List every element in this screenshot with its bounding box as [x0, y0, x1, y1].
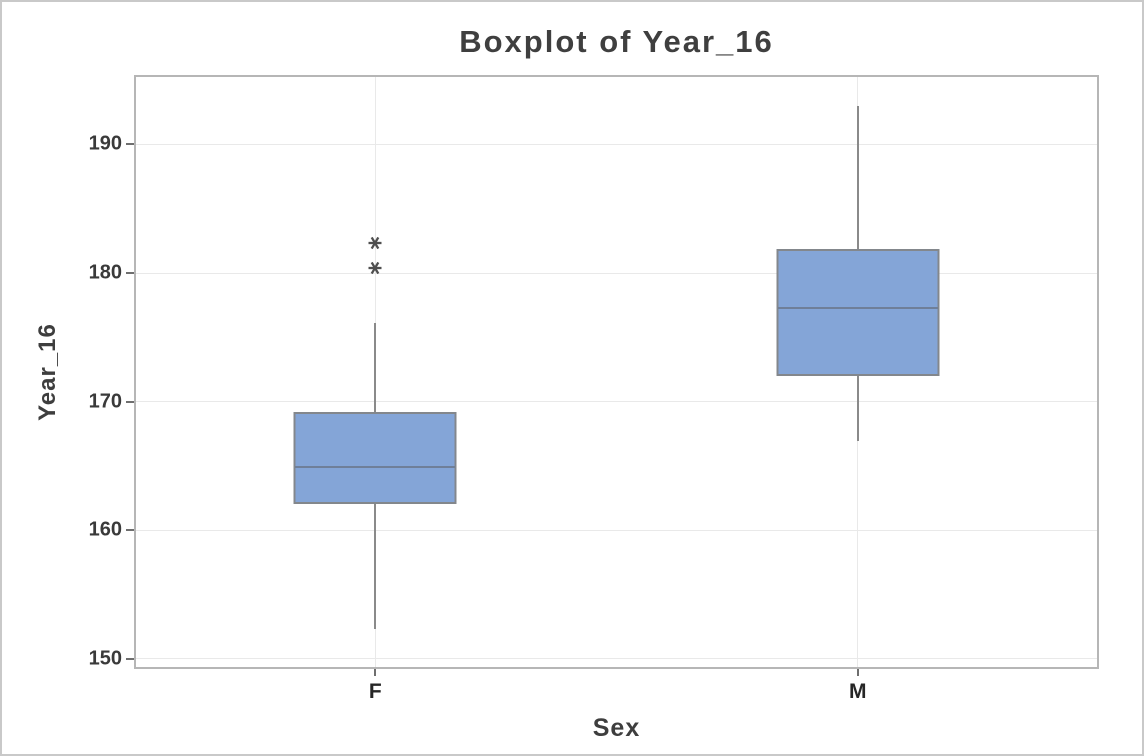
- x-tick-label: F: [368, 680, 382, 703]
- plot-frame: [134, 75, 1099, 669]
- y-tick-label: 160: [88, 518, 122, 541]
- h-gridline: [134, 143, 1099, 145]
- chart-title: Boxplot of Year_16: [459, 24, 774, 59]
- x-tick-mark: [856, 669, 859, 676]
- y-tick-mark: [126, 529, 134, 532]
- y-axis-title: Year_16: [34, 323, 61, 421]
- h-gridline: [134, 401, 1099, 403]
- x-axis-title: Sex: [592, 714, 641, 742]
- outlier-asterisk-icon: [368, 260, 383, 275]
- h-gridline: [134, 658, 1099, 660]
- y-tick-label: 190: [88, 132, 122, 155]
- y-tick-label: 170: [88, 390, 122, 413]
- h-gridline: [134, 272, 1099, 274]
- y-tick-mark: [126, 143, 134, 146]
- y-tick-mark: [126, 657, 134, 660]
- box-M: [776, 248, 940, 376]
- y-tick-label: 180: [88, 261, 122, 284]
- median-line-M: [777, 306, 938, 309]
- y-tick-mark: [126, 272, 134, 274]
- y-tick-label: 150: [88, 647, 122, 670]
- h-gridline: [134, 529, 1099, 531]
- median-line-F: [295, 466, 456, 469]
- x-tick-label: M: [849, 680, 867, 703]
- outlier-asterisk-icon: [368, 236, 383, 251]
- x-tick-mark: [374, 669, 377, 676]
- y-tick-mark: [126, 400, 134, 403]
- box-F: [293, 411, 457, 505]
